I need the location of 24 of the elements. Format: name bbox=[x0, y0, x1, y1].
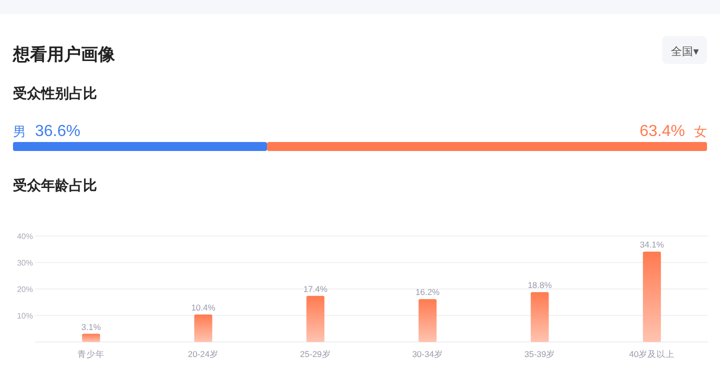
data-label: 36.6% bbox=[35, 123, 80, 140]
chart-title: 受众性别占比 bbox=[12, 85, 97, 101]
data-label: 16.2% bbox=[416, 287, 440, 298]
data-label: 34.1% bbox=[640, 240, 664, 250]
x-tick-label: 40岁及以上 bbox=[629, 349, 675, 359]
data-label: 63.4% bbox=[640, 123, 685, 140]
y-tick-label: 10% bbox=[16, 312, 33, 320]
series-label: 男 bbox=[13, 124, 26, 139]
x-tick-label: 青少年 bbox=[78, 349, 105, 359]
chart-title: 受众年龄占比 bbox=[12, 177, 97, 193]
data-label: 10.4% bbox=[191, 302, 216, 312]
data-label: 18.8% bbox=[528, 280, 552, 290]
data-label: 3.1% bbox=[81, 322, 102, 332]
y-tick-label: 30% bbox=[16, 258, 33, 268]
y-tick-label: 40% bbox=[16, 232, 33, 241]
x-tick-label: 35-39岁 bbox=[524, 349, 556, 359]
text: 全国▾ bbox=[671, 46, 700, 58]
x-tick-label: 20-24岁 bbox=[188, 349, 219, 359]
x-tick-label: 25-29岁 bbox=[300, 349, 331, 359]
x-tick-label: 30-34岁 bbox=[412, 349, 443, 359]
data-label: 17.4% bbox=[303, 284, 328, 294]
text: 想看用户画像 bbox=[12, 45, 116, 64]
y-tick-label: 20% bbox=[16, 285, 33, 294]
series-label: 女 bbox=[694, 124, 707, 139]
